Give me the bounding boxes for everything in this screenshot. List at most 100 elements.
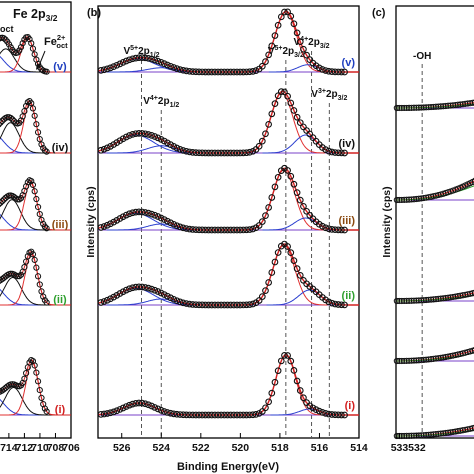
data-point (220, 301, 228, 309)
data-point (151, 211, 159, 219)
data-point (38, 394, 45, 402)
data-point (179, 66, 187, 74)
data-point (202, 149, 209, 157)
data-point (227, 411, 235, 419)
trace-label: (iii) (52, 219, 69, 231)
data-point (265, 204, 272, 211)
panel-b-frame (97, 5, 360, 439)
data-point (192, 411, 200, 419)
panel-a-annotation-oct: oct (0, 24, 14, 34)
data-point (154, 213, 162, 220)
panel-b-y-axis-label: Intensity (cps) (85, 186, 97, 257)
panel-c-y-axis-label: Intensity (cps) (381, 186, 393, 257)
data-point (296, 387, 304, 394)
data-point (277, 88, 285, 95)
data-point (170, 410, 178, 418)
x-tick-label: 712 (16, 442, 34, 454)
data-point (211, 68, 219, 76)
data-point (107, 64, 114, 72)
data-point (224, 411, 231, 419)
data-point (176, 145, 184, 153)
data-point (119, 404, 127, 412)
data-point (268, 42, 276, 50)
data-point (224, 68, 231, 76)
data-point (0, 198, 6, 205)
data-point (31, 362, 38, 369)
data-point (21, 264, 28, 271)
data-point (274, 21, 282, 29)
data-point (338, 149, 345, 157)
x-tick-label: 533 (391, 442, 409, 454)
data-point (287, 249, 295, 256)
data-point (224, 149, 231, 157)
data-point (135, 54, 143, 62)
data-point (296, 38, 304, 46)
data-point (103, 65, 111, 73)
data-point (135, 283, 143, 291)
data-point (173, 410, 181, 418)
data-point (129, 400, 136, 408)
data-point (271, 378, 279, 386)
data-point (116, 406, 124, 413)
data-point (198, 411, 206, 419)
data-point (271, 32, 279, 39)
reference-label: -OH (413, 51, 431, 62)
data-point (300, 203, 307, 210)
data-point (103, 410, 111, 417)
data-point (281, 88, 288, 96)
data-point (287, 12, 295, 20)
data-point (325, 67, 333, 75)
data-point (38, 141, 45, 148)
data-point (157, 214, 165, 222)
data-point (469, 99, 474, 106)
data-point (287, 357, 295, 365)
data-point (319, 409, 326, 416)
data-point (208, 301, 216, 309)
data-point (252, 67, 260, 74)
data-point (255, 142, 263, 150)
data-point (157, 136, 165, 143)
data-point (148, 132, 155, 139)
data-point (129, 131, 136, 138)
panel-b-x-axis-label: Binding Energy(eV) (177, 461, 279, 473)
v-fit-line (97, 10, 359, 73)
data-point (36, 281, 43, 288)
data-point (338, 226, 345, 234)
data-point (145, 209, 152, 217)
data-point (230, 226, 238, 234)
data-point (271, 100, 279, 108)
data-point (16, 47, 23, 54)
data-point (103, 296, 111, 304)
data-point (23, 258, 30, 265)
data-point (179, 299, 187, 307)
data-point (258, 137, 266, 145)
x-tick-label: 516 (311, 442, 329, 454)
data-point (293, 377, 301, 385)
data-point (211, 226, 219, 234)
data-point (227, 301, 235, 309)
data-point (173, 65, 181, 72)
data-point (38, 288, 45, 295)
data-point (341, 149, 348, 157)
data-point (290, 367, 298, 374)
data-point (132, 283, 140, 291)
data-point (214, 301, 222, 309)
data-point (217, 149, 225, 157)
data-point (167, 62, 174, 70)
trace-label: (iv) (339, 138, 356, 150)
reference-label: V5+2p3/2 (268, 45, 304, 59)
data-point (198, 149, 206, 157)
data-point (265, 398, 272, 406)
data-point (16, 273, 23, 280)
data-point (97, 411, 105, 418)
data-point (214, 411, 222, 419)
data-point (205, 411, 212, 419)
data-point (186, 225, 193, 233)
data-point (258, 293, 266, 300)
data-point (315, 407, 323, 415)
data-point (268, 110, 276, 118)
data-point (129, 284, 136, 292)
reference-label: V3+2p3/2 (311, 88, 347, 102)
data-point (202, 226, 209, 234)
data-point (186, 300, 193, 308)
